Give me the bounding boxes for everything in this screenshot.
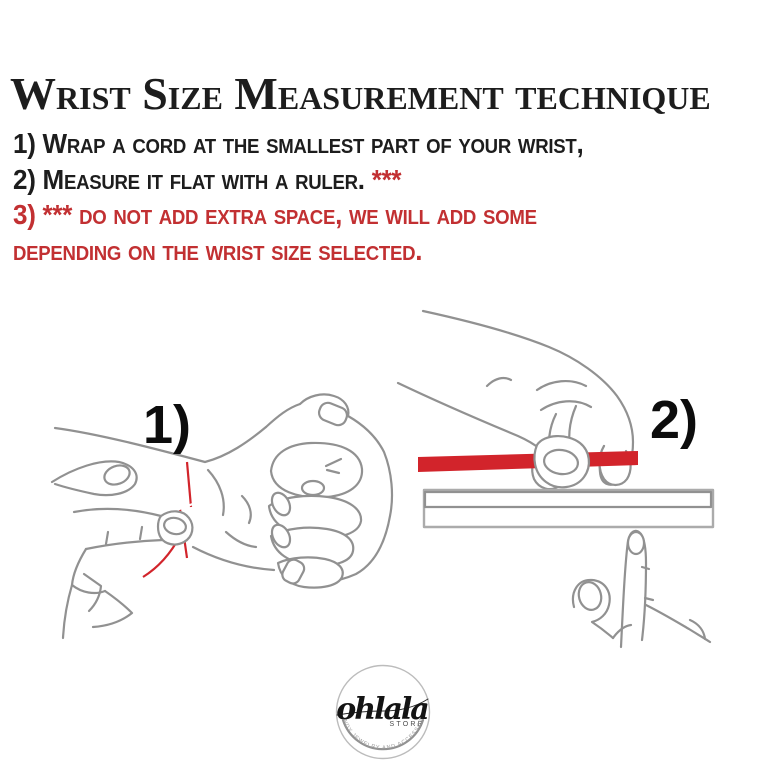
pinching-thumb-tip [156,510,194,546]
instructions-block: 1) Wrap a cord at the smallest part of y… [13,126,748,268]
forearm-and-fist-outline [53,393,394,584]
logo-subtitle: STORE [390,721,425,728]
instruction-step-2: 2) Measure it flat with a ruler. *** [13,162,748,198]
instruction-step-1: 1) Wrap a cord at the smallest part of y… [13,128,584,159]
index-finger-nail [626,530,646,556]
ruler [422,488,715,529]
thumb-nail [577,581,603,611]
instruction-step-3-line-a: 3) *** do not add extra space, we will a… [13,199,537,230]
wrist-cord-illustration [50,393,394,640]
thumb-nail [542,448,580,476]
curled-fingers [267,441,364,589]
bottom-hand-outline [571,529,712,649]
logo-flourish-left [336,710,384,716]
asterisks-note: *** [371,163,402,195]
index-finger-nail [103,464,131,486]
store-logo: ohlala STORE TRENDY JEWELRY AND ACCESSOR… [328,656,431,760]
ruler-ticks [423,490,713,509]
logo-circle [335,664,431,760]
thumb-tip-nail [163,516,187,536]
pinching-hand-outline [50,460,165,640]
logo-wordmark: ohlala [336,692,428,727]
logo-flourish-right [382,698,429,712]
step-2-label: 2) [650,390,699,450]
page-title: Wrist Size Measurement technique [10,68,711,119]
ruler-measure-illustration [396,309,715,649]
thumb-over-cord [533,435,590,489]
instruction-step-2-text: 2) Measure it flat with a ruler. [13,163,365,195]
instruction-step-3-line-b: depending on the wrist size selected. [13,234,423,266]
step-1-label: 1) [143,395,192,455]
thumb-nail [317,401,349,427]
